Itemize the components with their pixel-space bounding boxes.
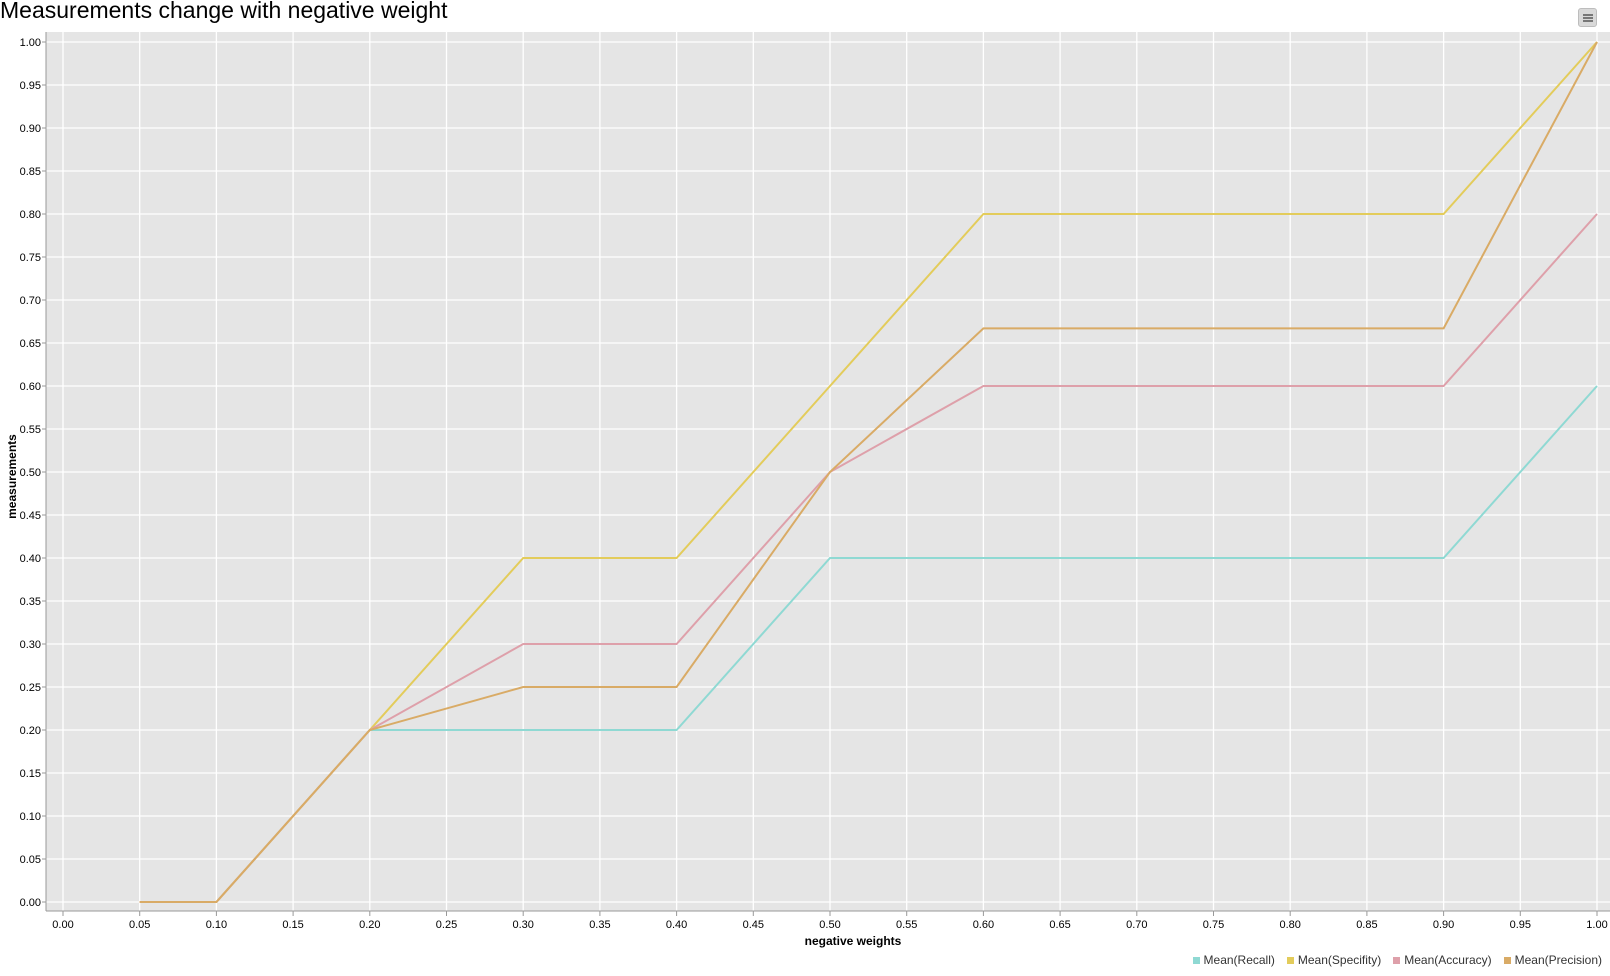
y-tick-label: 0.65: [20, 338, 41, 350]
y-tick-label: 0.30: [20, 639, 41, 651]
x-tick-label: 0.00: [52, 919, 73, 931]
legend-label: Mean(Accuracy): [1404, 953, 1492, 967]
x-tick-label: 0.70: [1126, 919, 1147, 931]
series-lines: [139, 41, 1598, 903]
x-axis-label: negative weights: [805, 934, 902, 948]
x-tick-label: 0.10: [206, 919, 227, 931]
y-tick-label: 0.15: [20, 768, 41, 780]
y-tick-label: 0.95: [20, 80, 41, 92]
chart-menu-button[interactable]: [1578, 8, 1597, 27]
legend-swatch: [1286, 956, 1294, 964]
y-tick-label: 0.70: [20, 295, 41, 307]
series-line-meanprecision[interactable]: [139, 41, 1598, 903]
y-tick-label: 0.45: [20, 510, 41, 522]
legend-item[interactable]: Mean(Specifity): [1286, 953, 1382, 967]
x-tick-label: 0.35: [589, 919, 610, 931]
x-tick-label: 0.40: [666, 919, 687, 931]
y-tick-label: 0.35: [20, 596, 41, 608]
y-tick-label: 0.75: [20, 252, 41, 264]
x-tick-label: 0.15: [282, 919, 303, 931]
x-tick-label: 0.80: [1279, 919, 1300, 931]
legend: Mean(Recall) Mean(Specifity) Mean(Accuracy…: [1192, 953, 1602, 967]
legend-label: Mean(Precision): [1514, 953, 1602, 967]
legend-swatch: [1393, 956, 1401, 964]
y-tick-label: 0.50: [20, 467, 41, 479]
y-axis-label: measurements: [5, 434, 19, 519]
legend-label: Mean(Specifity): [1297, 953, 1382, 967]
x-tick-label: 0.95: [1510, 919, 1531, 931]
axes: 0.00 0.05 0.10 0.15 0.20 0.25 0.30 0.35 0.40 0.45…: [20, 32, 1610, 931]
y-tick-label: 0.40: [20, 553, 41, 565]
y-tick-label: 0.90: [20, 123, 41, 135]
y-tick-label: 0.10: [20, 811, 41, 823]
x-tick-label: 0.85: [1356, 919, 1377, 931]
y-tick-label: 0.00: [20, 897, 41, 909]
x-tick-label: 0.30: [512, 919, 533, 931]
y-tick-label: 0.20: [20, 725, 41, 737]
legend-label: Mean(Recall): [1203, 953, 1275, 967]
y-tick-label: 1.00: [20, 37, 41, 49]
y-tick-label: 0.80: [20, 209, 41, 221]
legend-item[interactable]: Mean(Accuracy): [1393, 953, 1492, 967]
grid-lines: [46, 32, 1610, 911]
x-tick-label: 0.60: [973, 919, 994, 931]
legend-swatch: [1503, 956, 1511, 964]
legend-item[interactable]: Mean(Precision): [1503, 953, 1602, 967]
x-tick-label: 0.05: [129, 919, 150, 931]
y-tick-label: 0.60: [20, 381, 41, 393]
y-tick-label: 0.25: [20, 682, 41, 694]
y-tick-label: 0.55: [20, 424, 41, 436]
x-tick-label: 0.45: [743, 919, 764, 931]
chart-title: Measurements change with negative weight: [0, 0, 448, 23]
x-tick-label: 1.00: [1586, 919, 1607, 931]
x-tick-label: 0.55: [896, 919, 917, 931]
legend-item[interactable]: Mean(Recall): [1192, 953, 1275, 967]
x-tick-label: 0.50: [819, 919, 840, 931]
x-tick-label: 0.65: [1049, 919, 1070, 931]
x-tick-label: 0.20: [359, 919, 380, 931]
x-tick-label: 0.90: [1433, 919, 1454, 931]
x-tick-label: 0.75: [1203, 919, 1224, 931]
y-tick-label: 0.85: [20, 166, 41, 178]
x-tick-label: 0.25: [436, 919, 457, 931]
legend-swatch: [1192, 956, 1200, 964]
hamburger-menu-icon: [1583, 14, 1593, 16]
y-tick-label: 0.05: [20, 854, 41, 866]
